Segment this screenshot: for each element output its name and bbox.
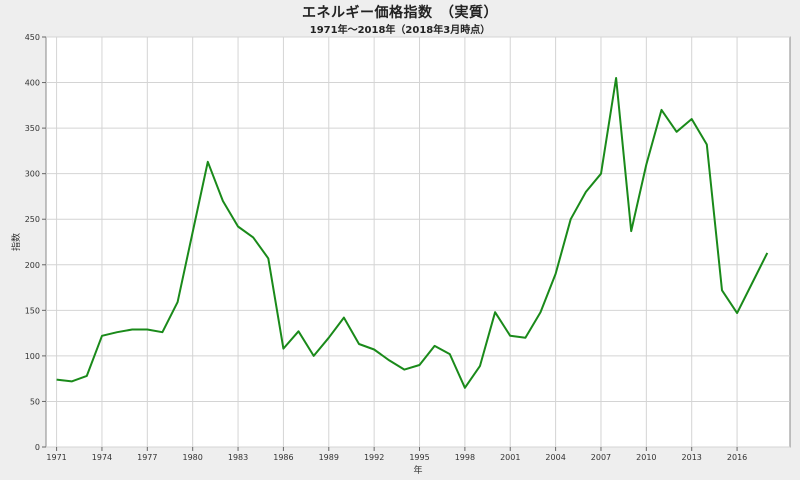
y-tick-label: 0 <box>35 443 40 452</box>
chart-title: エネルギー価格指数 （実質） <box>302 5 498 21</box>
x-tick-label: 2013 <box>682 453 702 462</box>
y-tick-label: 300 <box>25 170 40 179</box>
x-tick-label: 1995 <box>409 453 429 462</box>
y-tick-label: 200 <box>25 261 40 270</box>
x-tick-label: 1983 <box>228 453 248 462</box>
x-axis-label: 年 <box>413 464 422 476</box>
x-tick-label: 1986 <box>273 453 293 462</box>
y-axis-ticks: 0 50 100 150 200 250 300 350 400 450 <box>25 33 46 452</box>
x-tick-label: 1998 <box>455 453 475 462</box>
y-tick-label: 450 <box>25 33 40 42</box>
y-tick-label: 350 <box>25 124 40 133</box>
y-tick-label: 100 <box>25 352 40 361</box>
gridlines <box>46 36 790 448</box>
plot-area <box>45 36 791 448</box>
x-tick-label: 2016 <box>727 453 747 462</box>
x-tick-label: 2007 <box>591 453 611 462</box>
x-tick-label: 1980 <box>183 453 203 462</box>
y-tick-label: 50 <box>30 397 40 406</box>
x-tick-label: 1989 <box>319 453 339 462</box>
series-line-0 <box>56 77 769 389</box>
y-tick-label: 150 <box>25 306 40 315</box>
series-layer <box>56 77 769 389</box>
x-tick-label: 2010 <box>636 453 656 462</box>
x-axis-ticks: 1971 1974 1977 1980 1983 1986 1989 1992 1995 1998… <box>46 447 747 462</box>
y-tick-label: 250 <box>25 215 40 224</box>
x-tick-label: 1977 <box>137 453 157 462</box>
x-tick-label: 1992 <box>364 453 384 462</box>
y-tick-label: 400 <box>25 79 40 88</box>
x-tick-label: 1971 <box>46 453 66 462</box>
x-tick-label: 2004 <box>545 453 565 462</box>
x-tick-label: 2001 <box>500 453 520 462</box>
chart-subtitle: 1971年～2018年（2018年3月時点） <box>309 25 491 36</box>
y-axis-label: 指数 <box>10 233 22 251</box>
x-tick-label: 1974 <box>92 453 112 462</box>
